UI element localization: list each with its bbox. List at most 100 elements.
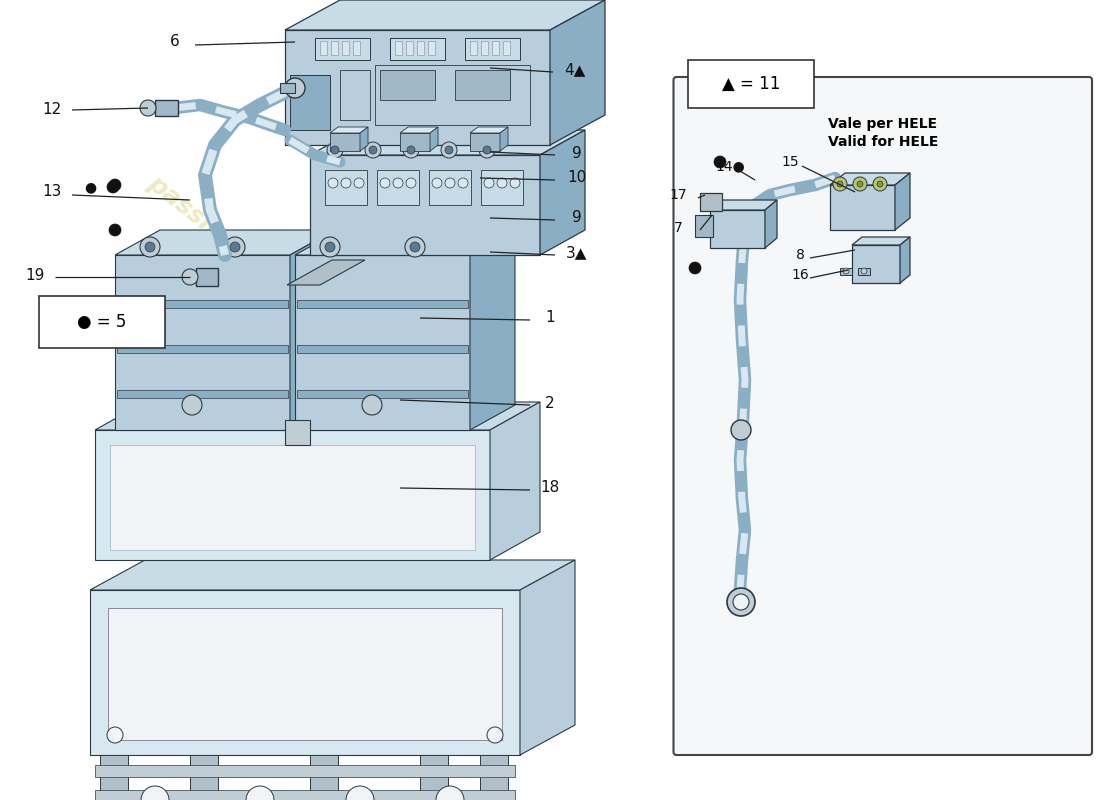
Text: 16: 16 bbox=[791, 268, 808, 282]
Text: 4▲: 4▲ bbox=[564, 62, 585, 78]
Polygon shape bbox=[290, 230, 336, 430]
Polygon shape bbox=[550, 0, 605, 145]
Polygon shape bbox=[116, 255, 290, 430]
Text: ● = 5: ● = 5 bbox=[77, 313, 127, 331]
Bar bbox=[290, 75, 330, 130]
Polygon shape bbox=[95, 430, 490, 560]
Circle shape bbox=[354, 178, 364, 188]
Bar bbox=[503, 41, 510, 55]
Bar bbox=[428, 41, 435, 55]
Polygon shape bbox=[297, 390, 468, 398]
Circle shape bbox=[341, 178, 351, 188]
Circle shape bbox=[732, 420, 751, 440]
Circle shape bbox=[405, 237, 425, 257]
Text: 9: 9 bbox=[572, 146, 582, 161]
Circle shape bbox=[487, 727, 503, 743]
Circle shape bbox=[246, 786, 274, 800]
Circle shape bbox=[403, 142, 419, 158]
Circle shape bbox=[362, 395, 382, 415]
Polygon shape bbox=[285, 0, 605, 30]
Bar bbox=[465, 38, 520, 60]
Bar bbox=[429, 170, 471, 205]
Circle shape bbox=[182, 395, 202, 415]
Bar bbox=[324, 170, 367, 205]
Polygon shape bbox=[420, 755, 448, 800]
Circle shape bbox=[141, 786, 169, 800]
Polygon shape bbox=[852, 237, 910, 245]
Polygon shape bbox=[117, 345, 288, 353]
Text: 13: 13 bbox=[42, 185, 62, 199]
Polygon shape bbox=[116, 230, 336, 255]
Circle shape bbox=[393, 178, 403, 188]
Bar bbox=[320, 41, 327, 55]
Text: Vale per HELE: Vale per HELE bbox=[828, 117, 937, 131]
Polygon shape bbox=[520, 560, 575, 755]
Polygon shape bbox=[470, 230, 515, 430]
Circle shape bbox=[857, 181, 864, 187]
Polygon shape bbox=[310, 155, 540, 255]
Polygon shape bbox=[155, 100, 178, 116]
Polygon shape bbox=[90, 560, 575, 590]
Circle shape bbox=[379, 178, 390, 188]
Text: passion for parts since 1996: passion for parts since 1996 bbox=[143, 171, 473, 437]
Polygon shape bbox=[900, 237, 910, 283]
Text: 7: 7 bbox=[673, 221, 682, 235]
FancyBboxPatch shape bbox=[673, 77, 1092, 755]
Polygon shape bbox=[858, 268, 870, 275]
Circle shape bbox=[107, 181, 119, 193]
Polygon shape bbox=[710, 200, 777, 210]
Circle shape bbox=[230, 242, 240, 252]
Bar bbox=[481, 41, 488, 55]
Polygon shape bbox=[480, 755, 508, 800]
Circle shape bbox=[441, 142, 456, 158]
Bar bbox=[395, 41, 402, 55]
Text: 17: 17 bbox=[669, 188, 686, 202]
Circle shape bbox=[483, 146, 491, 154]
Circle shape bbox=[497, 178, 507, 188]
Circle shape bbox=[727, 588, 755, 616]
Circle shape bbox=[837, 181, 843, 187]
Circle shape bbox=[324, 242, 336, 252]
Polygon shape bbox=[297, 345, 468, 353]
Circle shape bbox=[107, 727, 123, 743]
Circle shape bbox=[873, 177, 887, 191]
Polygon shape bbox=[840, 268, 852, 275]
Circle shape bbox=[182, 269, 198, 285]
Circle shape bbox=[109, 224, 121, 236]
Circle shape bbox=[446, 178, 455, 188]
Polygon shape bbox=[310, 755, 338, 800]
Circle shape bbox=[733, 594, 749, 610]
Polygon shape bbox=[400, 127, 438, 133]
Bar bbox=[492, 41, 499, 55]
Bar bbox=[377, 170, 419, 205]
Circle shape bbox=[407, 146, 415, 154]
Polygon shape bbox=[360, 127, 368, 151]
Text: 10: 10 bbox=[568, 170, 586, 186]
Circle shape bbox=[436, 786, 464, 800]
Polygon shape bbox=[100, 755, 128, 800]
Polygon shape bbox=[190, 755, 218, 800]
Bar bbox=[379, 70, 434, 100]
Bar bbox=[455, 70, 510, 100]
Polygon shape bbox=[895, 173, 910, 230]
Circle shape bbox=[689, 262, 701, 274]
Polygon shape bbox=[470, 133, 500, 151]
Text: 15: 15 bbox=[781, 155, 799, 169]
Bar bbox=[470, 41, 477, 55]
Circle shape bbox=[346, 786, 374, 800]
Circle shape bbox=[714, 156, 726, 168]
Circle shape bbox=[145, 242, 155, 252]
Polygon shape bbox=[117, 300, 288, 308]
Polygon shape bbox=[95, 765, 515, 777]
Polygon shape bbox=[852, 245, 900, 283]
Polygon shape bbox=[285, 420, 310, 445]
Circle shape bbox=[365, 142, 381, 158]
Polygon shape bbox=[285, 30, 550, 145]
Polygon shape bbox=[110, 445, 475, 550]
Polygon shape bbox=[117, 390, 288, 398]
Polygon shape bbox=[830, 185, 895, 230]
Polygon shape bbox=[310, 130, 585, 155]
Text: 1: 1 bbox=[546, 310, 554, 326]
Text: 8: 8 bbox=[795, 248, 804, 262]
Circle shape bbox=[510, 178, 520, 188]
